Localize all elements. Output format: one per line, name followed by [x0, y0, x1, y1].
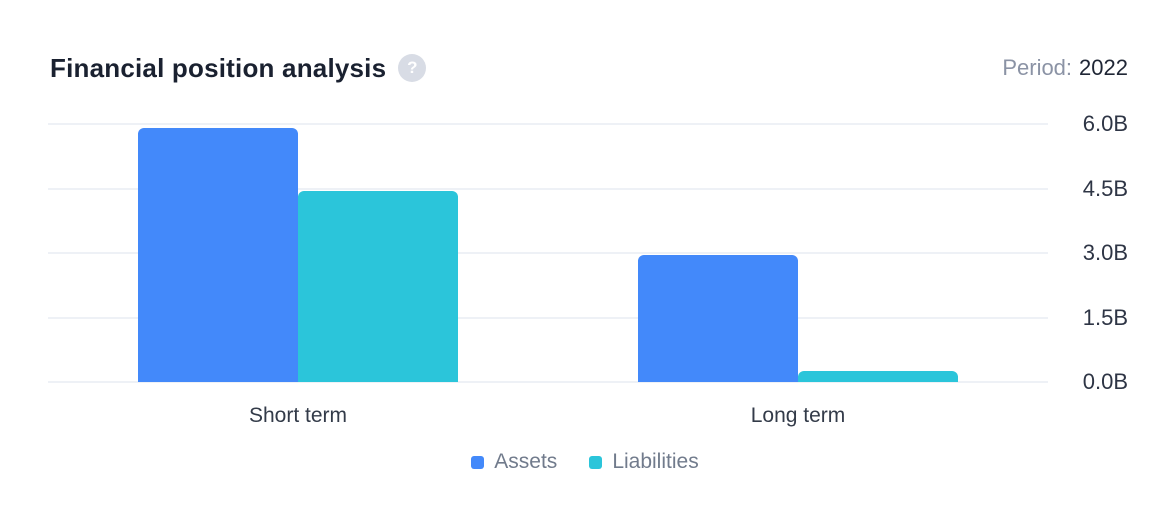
y-tick-0-0b: 0.0B [1082, 369, 1128, 394]
gridline-0-0b [48, 381, 1048, 383]
legend-label-liabilities: Liabilities [612, 450, 699, 473]
legend-swatch-assets [471, 455, 485, 469]
period-value: 2022 [1079, 55, 1128, 80]
bar-liabilities-long-term[interactable] [798, 371, 958, 382]
y-tick-1-5b: 1.5B [1082, 304, 1128, 330]
gridline-1-5b [48, 316, 1048, 319]
y-tick-6-0b: 6.0B [1082, 111, 1128, 136]
y-axis-labels: 0.0B 1.5B 3.0B 4.5B 6.0B [1048, 111, 1128, 394]
help-icon[interactable]: ? [398, 54, 427, 82]
gridline-4-5b [48, 187, 1048, 190]
period-label: Period: [1002, 55, 1073, 80]
bar-liabilities-short-term[interactable] [298, 190, 458, 382]
gridline-3-0b [48, 252, 1048, 254]
chart-header: Financial position analysis ? Period: 202… [50, 50, 1128, 86]
legend-label-assets: Assets [494, 450, 558, 473]
legend-item-assets[interactable]: Assets [471, 450, 557, 474]
period-selector: Period: 2022 [1002, 55, 1128, 81]
bar-group-long-term [638, 124, 958, 382]
plot-area [48, 123, 1048, 383]
gridline-6-0b [48, 123, 1048, 125]
legend-item-liabilities[interactable]: Liabilities [589, 450, 699, 474]
x-axis-labels: Short term Long term [48, 403, 1048, 429]
title-wrap: Financial position analysis ? [50, 52, 427, 84]
x-category-short-term: Short term [248, 404, 348, 427]
bar-assets-short-term[interactable] [138, 128, 298, 382]
y-tick-4-5b: 4.5B [1082, 175, 1128, 201]
bar-group-short-term [138, 124, 458, 382]
y-tick-3-0b: 3.0B [1082, 240, 1128, 265]
chart-legend: Assets Liabilities [0, 450, 1170, 474]
bar-assets-long-term[interactable] [638, 255, 798, 382]
x-category-long-term: Long term [750, 404, 846, 427]
legend-swatch-liabilities [589, 455, 603, 469]
page-title: Financial position analysis [50, 52, 387, 83]
